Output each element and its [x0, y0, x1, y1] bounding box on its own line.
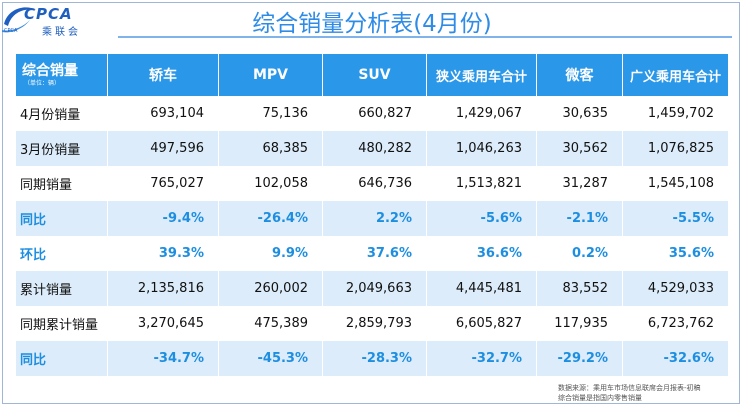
table-cell: -45.3%: [219, 341, 323, 376]
table-cell: 39.3%: [108, 236, 219, 271]
table-cell: 1,513,821: [427, 166, 537, 201]
table-cell: -29.2%: [537, 341, 623, 376]
table-cell: 260,002: [219, 271, 323, 306]
table-cell: 117,935: [537, 306, 623, 341]
column-header: 轿车: [108, 54, 219, 96]
table-row: 累计销量 2,135,816 260,002 2,049,663 4,445,481 83…: [16, 271, 728, 306]
logo-subtext: 乘联会: [42, 27, 81, 38]
row-label: 同期销量: [16, 166, 108, 201]
row-label: 同期累计销量: [16, 306, 108, 341]
table-cell: -26.4%: [219, 201, 323, 236]
table-cell: 102,058: [219, 166, 323, 201]
sales-table: 综合销量 （单位：辆） 轿车 MPV SUV 狭义乘用车合计 微客 广义乘用车合…: [16, 54, 728, 376]
table-cell: 4,445,481: [427, 271, 537, 306]
row-label: 同比: [16, 201, 108, 236]
source-line: 数据来源：乘用车市场信息联席会月报表-初稿: [558, 384, 701, 392]
table-cell: 693,104: [108, 96, 219, 131]
table-cell: 1,046,263: [427, 131, 537, 166]
table-cell: 30,635: [537, 96, 623, 131]
table-cell: 2,049,663: [323, 271, 427, 306]
table-cell: 475,389: [219, 306, 323, 341]
table-cell: 1,076,825: [623, 131, 728, 166]
logo-tiny-text: CPCA: [4, 28, 18, 34]
table-cell: 1,459,702: [623, 96, 728, 131]
table-cell: 2,135,816: [108, 271, 219, 306]
table-row: 同比 -9.4% -26.4% 2.2% -5.6% -2.1% -5.5%: [16, 201, 728, 236]
row-label: 同比: [16, 341, 108, 376]
table-row: 3月份销量 497,596 68,385 480,282 1,046,263 30,562…: [16, 131, 728, 166]
table-cell: 2,859,793: [323, 306, 427, 341]
table-cell: 497,596: [108, 131, 219, 166]
table-cell: -34.7%: [108, 341, 219, 376]
cpca-logo: CPCA 乘联会 CPCA: [0, 2, 120, 38]
table-cell: 68,385: [219, 131, 323, 166]
column-header: 狭义乘用车合计: [427, 54, 537, 96]
logo-text: CPCA: [24, 5, 73, 23]
table-cell: 0.2%: [537, 236, 623, 271]
table-cell: 35.6%: [623, 236, 728, 271]
table-cell: 3,270,645: [108, 306, 219, 341]
corner-label: 综合销量: [22, 62, 78, 79]
row-label: 4月份销量: [16, 96, 108, 131]
table-row: 4月份销量 693,104 75,136 660,827 1,429,067 30,635…: [16, 96, 728, 131]
column-header: 微客: [537, 54, 623, 96]
table-cell: 1,429,067: [427, 96, 537, 131]
table-cell: -32.7%: [427, 341, 537, 376]
table-cell: 9.9%: [219, 236, 323, 271]
column-header: MPV: [219, 54, 323, 96]
corner-unit: （单位：辆）: [24, 79, 61, 87]
table-cell: 4,529,033: [623, 271, 728, 306]
column-header: SUV: [323, 54, 427, 96]
title-underline: [118, 36, 732, 38]
source-line: 综合销量是指国内零售销量: [558, 394, 642, 402]
table-cell: -5.6%: [427, 201, 537, 236]
row-label: 3月份销量: [16, 131, 108, 166]
table-cell: 30,562: [537, 131, 623, 166]
table-cell: -5.5%: [623, 201, 728, 236]
table-cell: 83,552: [537, 271, 623, 306]
table-cell: 1,545,108: [623, 166, 728, 201]
table-row: 同期销量 765,027 102,058 646,736 1,513,821 31,287…: [16, 166, 728, 201]
logo-swoosh-icon: [2, 7, 36, 33]
column-header: 广义乘用车合计: [623, 54, 728, 96]
table-cell: 660,827: [323, 96, 427, 131]
table-cell: 75,136: [219, 96, 323, 131]
table-cell: 31,287: [537, 166, 623, 201]
table-cell: 6,723,762: [623, 306, 728, 341]
table-cell: 36.6%: [427, 236, 537, 271]
source-note: 数据来源：乘用车市场信息联席会月报表-初稿 综合销量是指国内零售销量: [558, 383, 738, 403]
table-row: 同期累计销量 3,270,645 475,389 2,859,793 6,605,827…: [16, 306, 728, 341]
row-label: 累计销量: [16, 271, 108, 306]
table-cell: 646,736: [323, 166, 427, 201]
table-cell: 37.6%: [323, 236, 427, 271]
row-label: 环比: [16, 236, 108, 271]
table-cell: -32.6%: [623, 341, 728, 376]
table-header-row: 综合销量 （单位：辆） 轿车 MPV SUV 狭义乘用车合计 微客 广义乘用车合…: [16, 54, 728, 96]
page-title: 综合销量分析表(4月份): [252, 11, 492, 37]
table-cell: 765,027: [108, 166, 219, 201]
table-row: 同比 -34.7% -45.3% -28.3% -32.7% -29.2% -32.6%: [16, 341, 728, 376]
table-cell: 6,605,827: [427, 306, 537, 341]
table-cell: 480,282: [323, 131, 427, 166]
page-frame: [2, 2, 740, 404]
table-cell: -9.4%: [108, 201, 219, 236]
table-cell: 2.2%: [323, 201, 427, 236]
table-cell: -28.3%: [323, 341, 427, 376]
table-cell: -2.1%: [537, 201, 623, 236]
table-row: 环比 39.3% 9.9% 37.6% 36.6% 0.2% 35.6%: [16, 236, 728, 271]
corner-header: 综合销量 （单位：辆）: [16, 54, 108, 96]
